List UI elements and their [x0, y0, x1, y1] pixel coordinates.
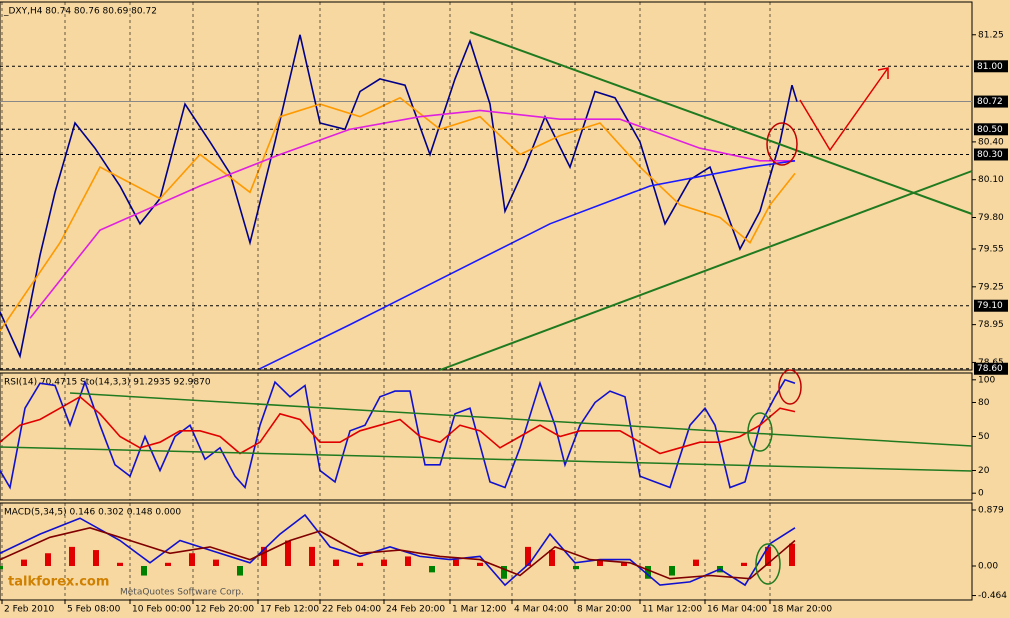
- level-label-bg: [974, 362, 1008, 375]
- panel-frame: [0, 1, 973, 371]
- trend-line: [0, 446, 973, 472]
- series-line: [259, 160, 796, 370]
- x-tick-label: 4 Mar 04:00: [514, 605, 569, 615]
- histogram-bar: [453, 559, 459, 566]
- arrow-head: [877, 67, 889, 79]
- y-tick-label: 0: [978, 489, 984, 499]
- histogram-bar: [573, 565, 579, 570]
- level-label: 78.60: [977, 364, 1003, 374]
- forecast-arrow: [799, 67, 889, 152]
- histogram-bar: [381, 559, 387, 566]
- y-tick-label: 79.25: [978, 282, 1004, 292]
- histogram-bar: [0, 565, 3, 570]
- series-line: [0, 34, 798, 359]
- x-tick-label: 1 Mar 12:00: [452, 605, 507, 615]
- histogram-bar: [69, 546, 75, 566]
- y-tick-label: 78.95: [978, 320, 1004, 330]
- histogram-bar: [525, 546, 531, 566]
- y-tick-label: 79.80: [978, 213, 1004, 223]
- trend-line: [439, 170, 973, 371]
- y-tick-label: 20: [978, 466, 990, 476]
- histogram-bar: [93, 550, 99, 566]
- histogram-bar: [597, 559, 603, 566]
- x-tick-label: 24 Feb 20:00: [386, 605, 445, 615]
- histogram-bar: [261, 546, 267, 566]
- series-line: [0, 96, 796, 332]
- level-label-bg: [974, 60, 1008, 73]
- panel-title: MACD(5,34,5) 0.146 0.302 0.148 0.000: [4, 508, 181, 518]
- highlight-circle: [747, 412, 773, 452]
- level-label: 80.30: [977, 150, 1003, 160]
- x-tick-label: 18 Mar 20:00: [772, 605, 832, 615]
- histogram-bar: [405, 556, 411, 566]
- histogram-bar: [741, 562, 747, 566]
- level-label: 81.00: [977, 62, 1003, 72]
- y-tick-label: 0.879: [978, 506, 1004, 516]
- panel-title: RSI(14) 70.4715 Sto(14,3,3) 91.2935 92.9…: [4, 378, 211, 388]
- y-tick-label: 79.55: [978, 245, 1004, 255]
- histogram-bar: [285, 540, 291, 566]
- level-label-bg: [974, 123, 1008, 136]
- watermark-site: talkforex.com: [8, 575, 109, 590]
- histogram-bar: [621, 562, 627, 566]
- histogram-bar: [789, 543, 795, 566]
- x-tick-label: 11 Mar 12:00: [642, 605, 702, 615]
- y-tick-label: 80: [978, 398, 990, 408]
- histogram-bar: [333, 559, 339, 566]
- y-tick-label: -0.464: [978, 591, 1007, 601]
- x-tick-label: 10 Feb 00:00: [132, 605, 191, 615]
- x-tick-label: 17 Feb 12:00: [260, 605, 319, 615]
- level-label-bg: [974, 299, 1008, 312]
- histogram-bar: [117, 562, 123, 566]
- series-line: [0, 395, 796, 455]
- current-price-bg: [974, 95, 1008, 108]
- histogram-bar: [501, 565, 507, 579]
- histogram-bar: [237, 565, 243, 576]
- level-label: 80.50: [977, 125, 1003, 135]
- y-tick-label: 81.25: [978, 30, 1004, 40]
- y-tick-label: 80.10: [978, 175, 1004, 185]
- y-tick-label: 100: [978, 375, 995, 385]
- panel-title: _DXY,H4 80.74 80.76 80.69 80.72: [3, 7, 157, 17]
- x-tick-label: 22 Feb 04:00: [322, 605, 381, 615]
- histogram-bar: [765, 546, 771, 566]
- trend-line: [469, 31, 973, 215]
- series-line: [29, 109, 795, 319]
- highlight-circle: [755, 543, 781, 585]
- histogram-bar: [141, 565, 147, 576]
- highlight-circle: [778, 369, 802, 405]
- histogram-bar: [477, 562, 483, 566]
- level-label: 79.10: [977, 301, 1003, 311]
- x-tick-label: 16 Mar 04:00: [707, 605, 767, 615]
- y-tick-label: 0.00: [978, 561, 998, 571]
- y-tick-label: 80.40: [978, 137, 1004, 147]
- histogram-bar: [45, 553, 51, 566]
- x-tick-label: 12 Feb 20:00: [195, 605, 254, 615]
- histogram-bar: [21, 559, 27, 566]
- highlight-circle: [766, 122, 798, 166]
- x-tick-label: 2 Feb 2010: [4, 605, 55, 615]
- current-price-label: 80.72: [977, 97, 1003, 107]
- histogram-bar: [549, 550, 555, 566]
- histogram-bar: [309, 546, 315, 566]
- histogram-bar: [357, 562, 363, 566]
- histogram-bar: [693, 559, 699, 566]
- histogram-bar: [669, 565, 675, 576]
- x-tick-label: 5 Feb 08:00: [67, 605, 121, 615]
- trend-line: [69, 392, 973, 447]
- histogram-bar: [213, 559, 219, 566]
- panel-frame: [0, 502, 973, 601]
- histogram-bar: [189, 553, 195, 566]
- histogram-bar: [165, 562, 171, 566]
- level-label-bg: [974, 148, 1008, 161]
- watermark-copyright: MetaQuotes Software Corp.: [120, 588, 244, 598]
- series-line: [0, 526, 796, 580]
- histogram-bar: [645, 565, 651, 579]
- x-tick-label: 8 Mar 20:00: [577, 605, 632, 615]
- histogram-bar: [429, 565, 435, 573]
- y-tick-label: 50: [978, 432, 990, 442]
